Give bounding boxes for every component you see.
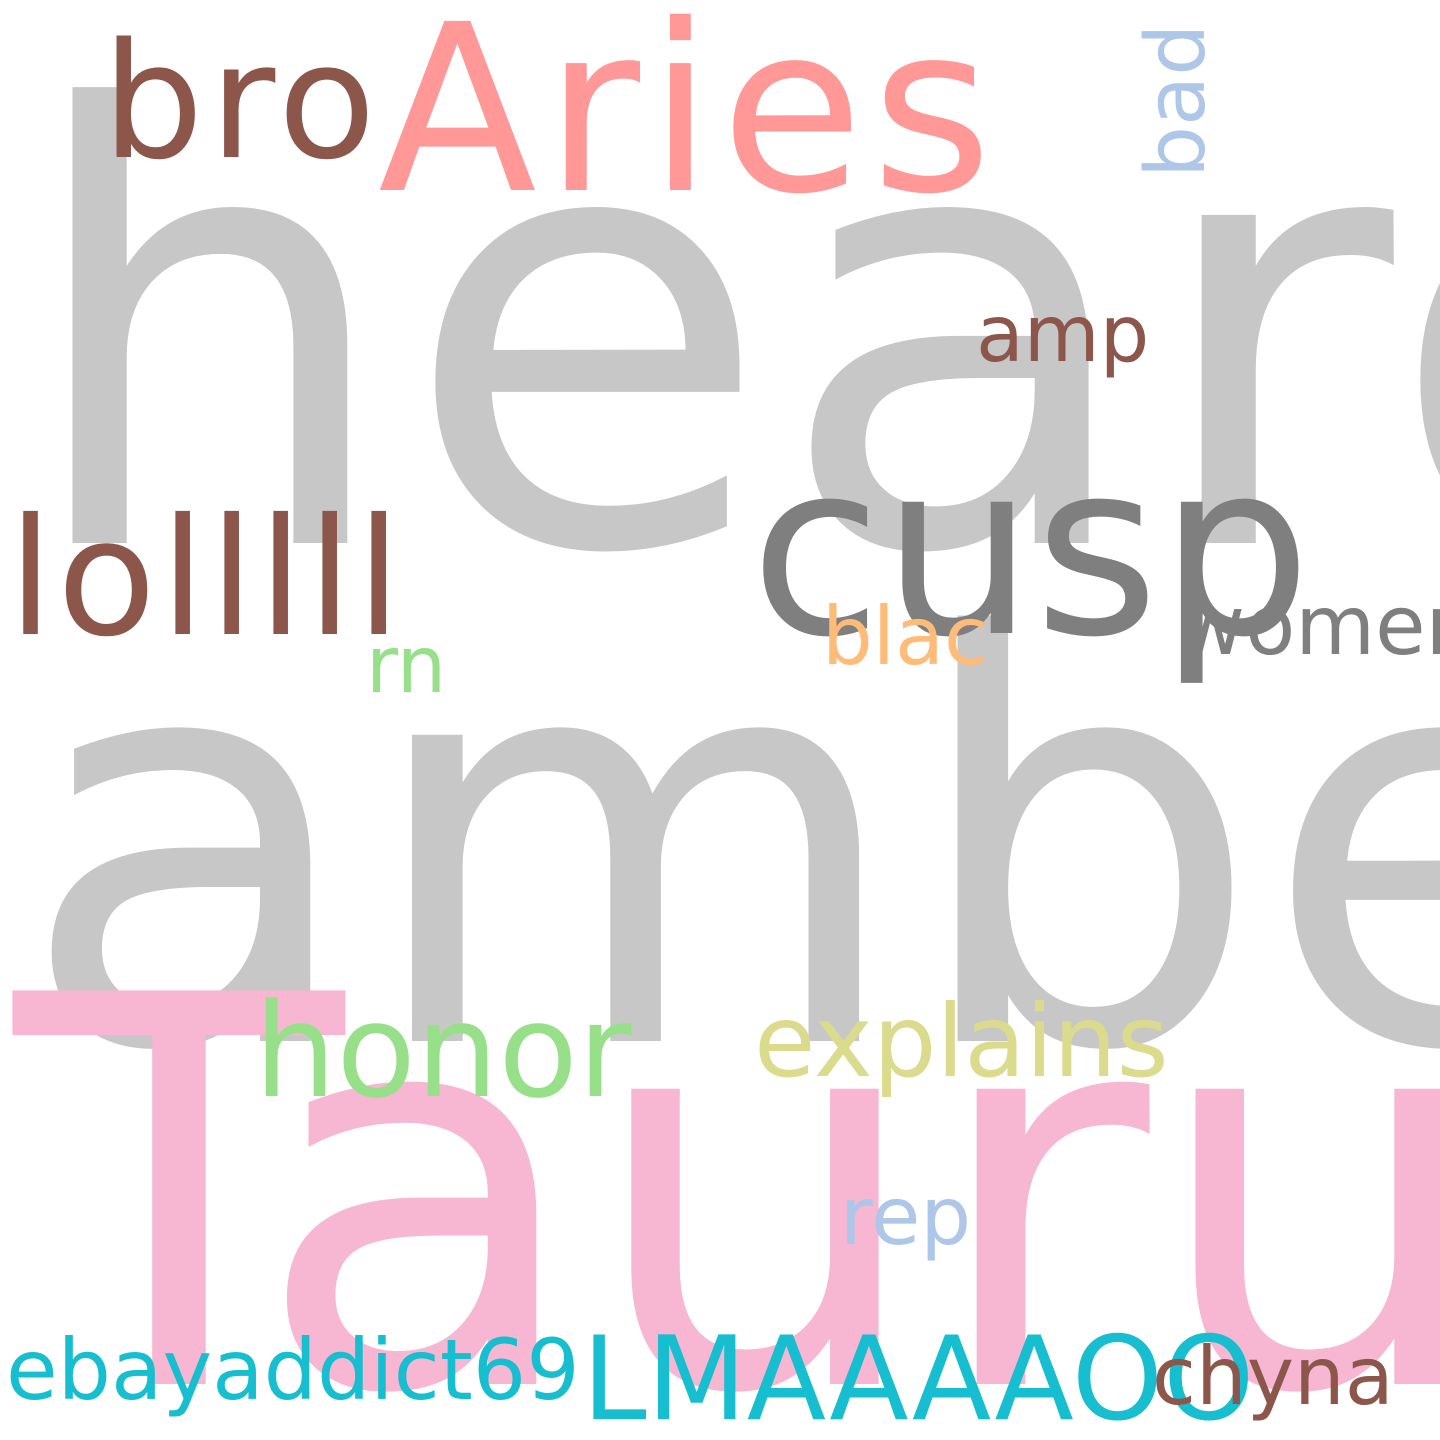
word-heard: heard (18, 0, 1440, 685)
word-bad-text: bad (1129, 23, 1224, 178)
word-aries: Aries (378, 0, 1001, 245)
word-cusp: cusp (750, 410, 1312, 690)
word-amber: amber (18, 522, 1440, 1174)
word-lmaaaaoo: LMAAAAOO (582, 1312, 1255, 1440)
word-amp: amp (976, 290, 1150, 380)
word-rep: rep (840, 1170, 972, 1263)
word-ebayaddict69: ebayaddict69 (6, 1321, 580, 1419)
word-lolllll: lolllll (8, 485, 406, 673)
word-blac: blac (822, 590, 989, 683)
word-rn: rn (366, 621, 447, 711)
word-women: women (1178, 579, 1440, 674)
word-bro: bro (102, 8, 382, 195)
word-taurus: Taurus (14, 884, 1440, 1440)
word-honor: honor (254, 975, 632, 1127)
word-bad: bad (1129, 24, 1224, 178)
word-explains: explains (754, 983, 1169, 1100)
word-chyna: chyna (1152, 1330, 1394, 1423)
